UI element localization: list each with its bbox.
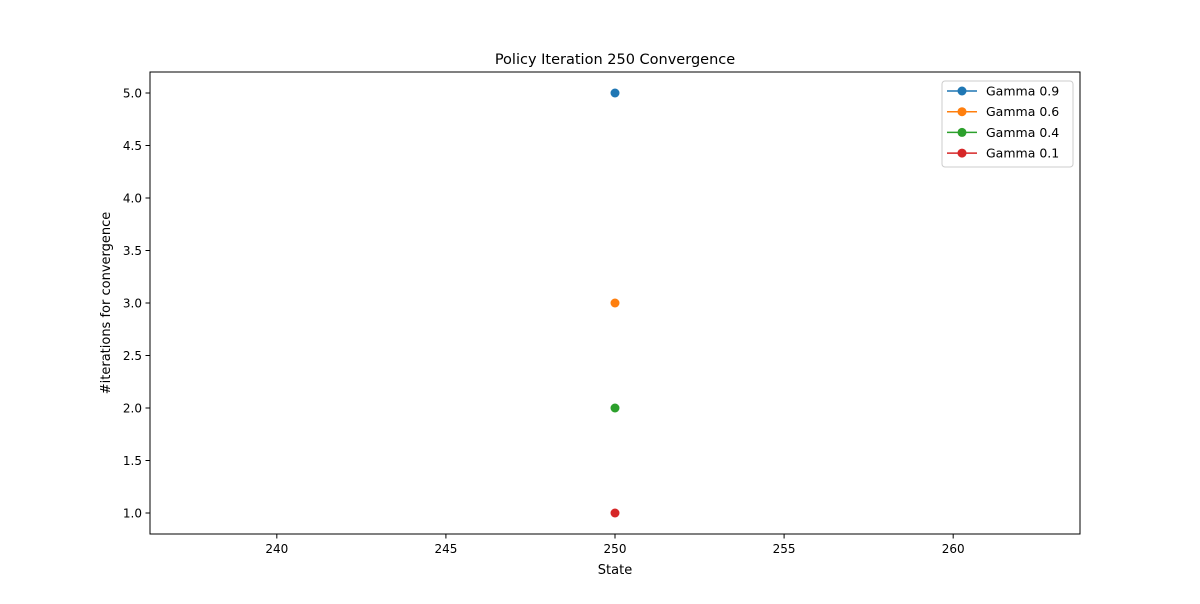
chart-title: Policy Iteration 250 Convergence xyxy=(495,52,735,68)
y-tick-label: 2.5 xyxy=(123,349,142,363)
series-1 xyxy=(610,298,620,308)
data-point xyxy=(610,88,620,98)
legend-marker xyxy=(957,127,967,137)
y-tick-label: 4.5 xyxy=(123,139,142,153)
y-tick-label: 3.0 xyxy=(123,297,142,311)
legend-entry: Gamma 0.4 xyxy=(947,125,1059,140)
legend-entry: Gamma 0.6 xyxy=(947,104,1059,119)
legend-label: Gamma 0.1 xyxy=(986,146,1059,161)
legend-label: Gamma 0.9 xyxy=(986,84,1059,99)
series-2 xyxy=(610,403,620,413)
x-axis-ticks: 240 245 250 255 260 xyxy=(265,534,965,556)
x-tick-label: 260 xyxy=(942,542,965,556)
series-3 xyxy=(610,508,620,518)
legend-entry: Gamma 0.9 xyxy=(947,84,1059,99)
y-axis-ticks: 1.0 1.5 2.0 2.5 3.0 3.5 4.0 4.5 5.0 xyxy=(123,87,150,521)
series-0 xyxy=(610,88,620,98)
y-axis-label: #iterations for convergence xyxy=(99,212,114,395)
y-tick-label: 4.0 xyxy=(123,192,142,206)
data-point xyxy=(610,508,620,518)
x-tick-label: 255 xyxy=(773,542,796,556)
data-point xyxy=(610,403,620,413)
legend-marker xyxy=(957,86,967,96)
y-tick-label: 5.0 xyxy=(123,87,142,101)
x-tick-label: 250 xyxy=(604,542,627,556)
series-group xyxy=(610,88,620,518)
legend-box xyxy=(941,80,1074,168)
x-tick-label: 240 xyxy=(265,542,288,556)
y-tick-label: 3.5 xyxy=(123,244,142,258)
y-tick-label: 1.0 xyxy=(123,507,142,521)
legend-entry: Gamma 0.1 xyxy=(947,146,1059,161)
y-tick-label: 1.5 xyxy=(123,454,142,468)
legend-label: Gamma 0.6 xyxy=(986,104,1059,119)
legend-marker xyxy=(957,107,967,117)
legend: Gamma 0.9 Gamma 0.6 Gamma 0.4 Gamma 0.1 xyxy=(941,80,1074,168)
legend-marker xyxy=(957,148,967,158)
data-point xyxy=(610,298,620,308)
y-tick-label: 2.0 xyxy=(123,402,142,416)
x-axis-label: State xyxy=(598,563,632,578)
legend-label: Gamma 0.4 xyxy=(986,125,1059,140)
x-tick-label: 245 xyxy=(434,542,457,556)
